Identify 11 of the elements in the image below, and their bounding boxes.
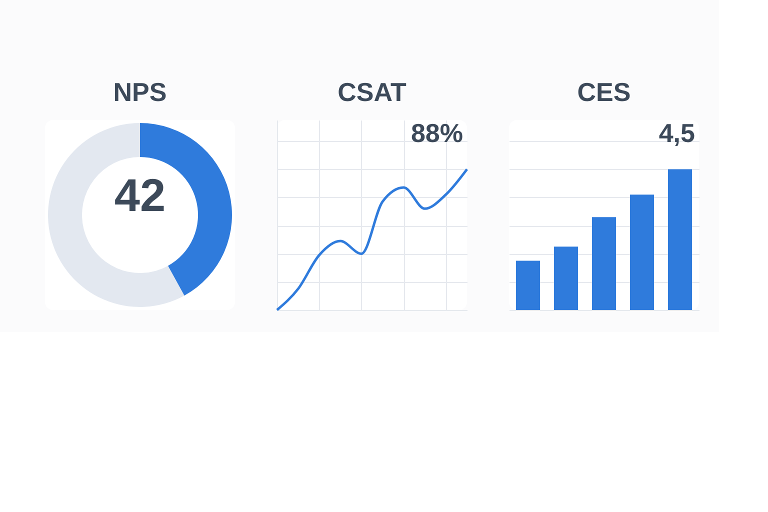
bar	[554, 246, 578, 310]
bar	[592, 217, 616, 310]
bar	[516, 260, 540, 310]
bar	[668, 169, 692, 310]
text: 4,5	[658, 118, 695, 148]
chart-title: CSAT	[338, 77, 407, 107]
chart-title: CES	[577, 77, 631, 107]
bar	[630, 194, 654, 310]
text: 42	[114, 169, 166, 221]
chart-title: NPS	[113, 77, 167, 107]
text: 88%	[410, 118, 463, 148]
